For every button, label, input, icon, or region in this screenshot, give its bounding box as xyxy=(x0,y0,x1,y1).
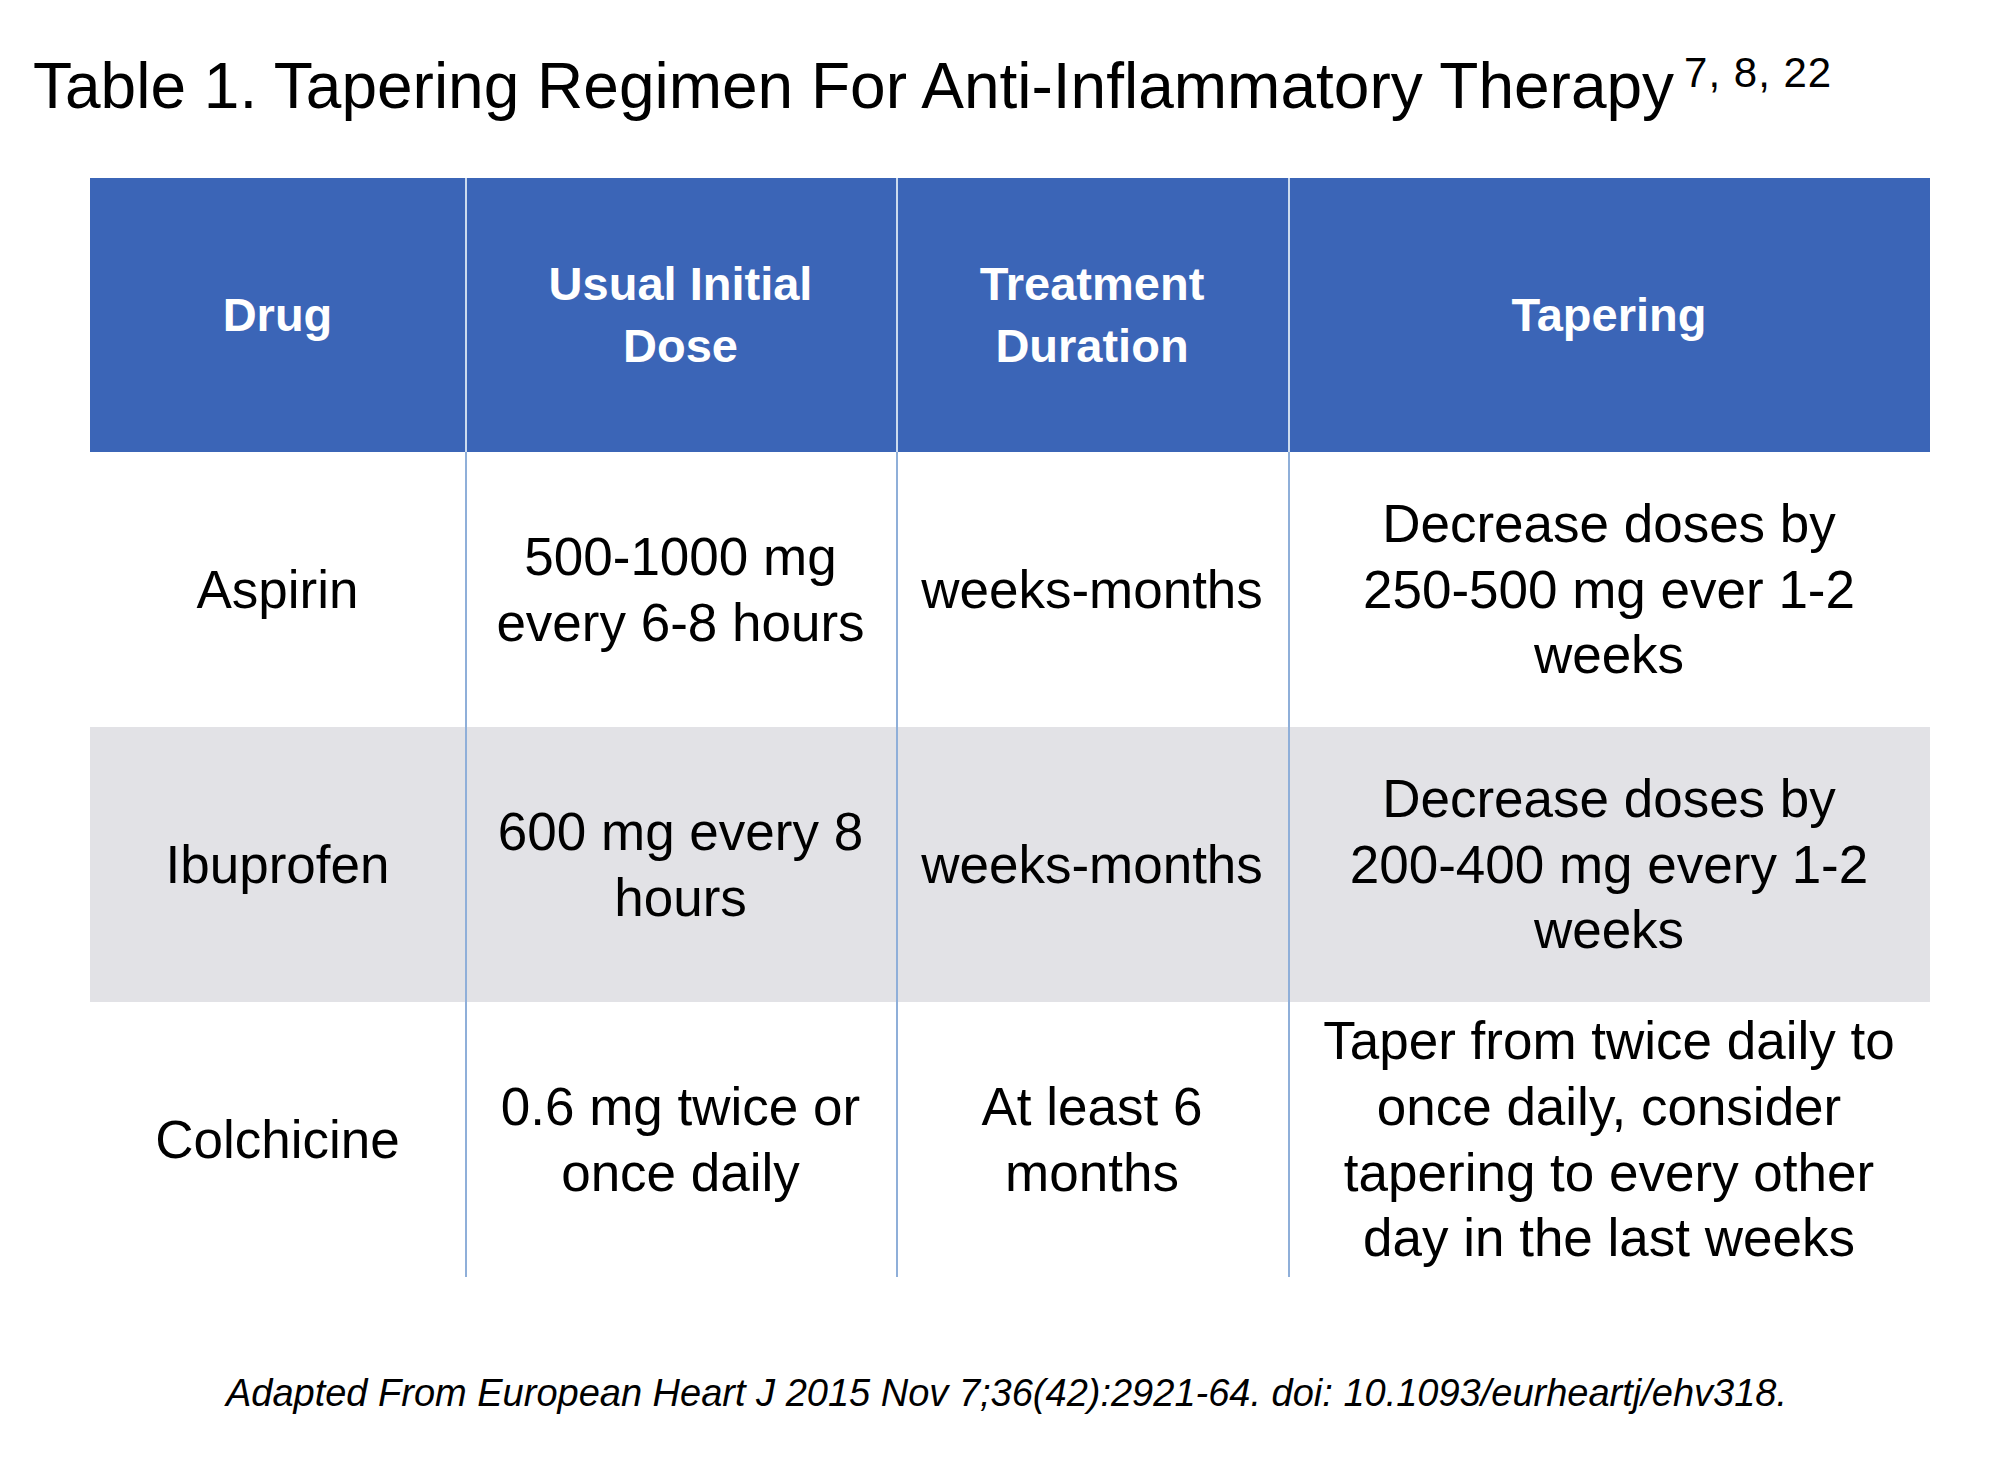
table-row-aspirin: Aspirin 500-1000 mg every 6-8 hours week… xyxy=(90,452,1930,727)
column-divider xyxy=(465,178,467,1277)
table-header-row: Drug Usual Initial Dose Treatment Durati… xyxy=(90,178,1930,452)
duration-cell: At least 6 months xyxy=(896,1002,1288,1277)
header-cell-treatment-duration: Treatment Duration xyxy=(896,178,1288,452)
tapering-cell: Decrease doses by 250-500 mg ever 1-2 we… xyxy=(1288,452,1930,727)
duration-cell: weeks-months xyxy=(896,727,1288,1002)
drug-cell: Aspirin xyxy=(90,452,465,727)
drug-cell: Ibuprofen xyxy=(90,727,465,1002)
tapering-cell: Taper from twice daily to once daily, co… xyxy=(1288,1002,1930,1277)
column-divider xyxy=(896,178,898,1277)
title-reference-superscript: 7, 8, 22 xyxy=(1684,49,1832,96)
dose-cell: 500-1000 mg every 6-8 hours xyxy=(465,452,896,727)
source-citation: Adapted From European Heart J 2015 Nov 7… xyxy=(0,1372,2013,1415)
table-row-ibuprofen: Ibuprofen 600 mg every 8 hours weeks-mon… xyxy=(90,727,1930,1002)
dose-cell: 600 mg every 8 hours xyxy=(465,727,896,1002)
tapering-regimen-table: Drug Usual Initial Dose Treatment Durati… xyxy=(90,178,1930,1277)
column-divider xyxy=(1288,178,1290,1277)
tapering-cell: Decrease doses by 200-400 mg every 1-2 w… xyxy=(1288,727,1930,1002)
table-row-colchicine: Colchicine 0.6 mg twice or once daily At… xyxy=(90,1002,1930,1277)
header-cell-tapering: Tapering xyxy=(1288,178,1930,452)
drug-cell: Colchicine xyxy=(90,1002,465,1277)
table-title: Table 1. Tapering Regimen For Anti-Infla… xyxy=(33,54,1832,118)
dose-cell: 0.6 mg twice or once daily xyxy=(465,1002,896,1277)
header-cell-drug: Drug xyxy=(90,178,465,452)
header-cell-usual-initial-dose: Usual Initial Dose xyxy=(465,178,896,452)
table-title-text: Table 1. Tapering Regimen For Anti-Infla… xyxy=(33,50,1674,122)
duration-cell: weeks-months xyxy=(896,452,1288,727)
